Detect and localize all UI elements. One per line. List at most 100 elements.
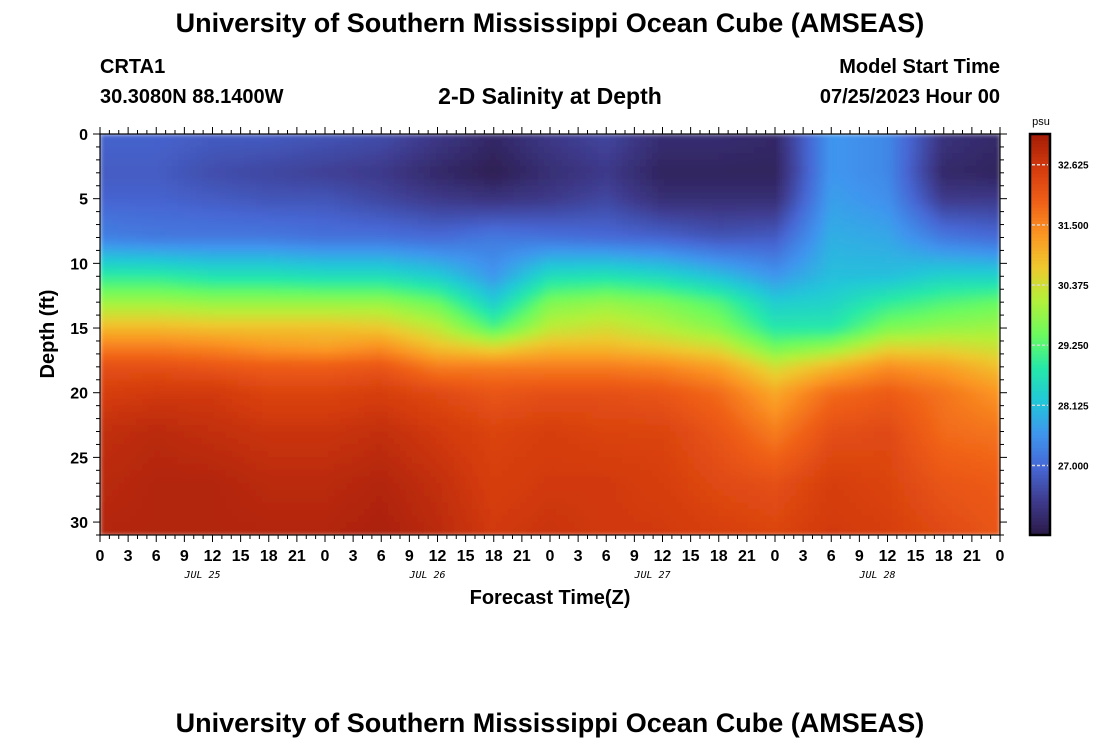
- heatmap-cell: [208, 256, 215, 264]
- heatmap-cell: [334, 231, 341, 239]
- heatmap-cell: [832, 224, 839, 232]
- heatmap-cell: [322, 192, 329, 200]
- heatmap-cell: [676, 256, 683, 264]
- heatmap-cell: [190, 243, 197, 252]
- heatmap-cell: [442, 172, 449, 180]
- heatmap-cell: [262, 289, 269, 297]
- heatmap-cell: [904, 263, 911, 271]
- heatmap-cell: [160, 289, 167, 297]
- heatmap-cell: [622, 146, 629, 155]
- heatmap-cell: [160, 146, 167, 155]
- heatmap-cell: [436, 231, 443, 239]
- heatmap-cell: [220, 179, 227, 187]
- heatmap-cell: [940, 243, 947, 252]
- heatmap-cell: [454, 172, 461, 180]
- heatmap-cell: [916, 185, 923, 193]
- heatmap-cell: [328, 263, 335, 271]
- heatmap-cell: [478, 140, 485, 148]
- heatmap-cell: [460, 256, 467, 264]
- heatmap-cell: [988, 166, 995, 174]
- heatmap-cell: [616, 334, 623, 342]
- heatmap-cell: [412, 153, 419, 161]
- heatmap-cell: [322, 295, 329, 303]
- heatmap-cell: [232, 243, 239, 252]
- heatmap-cell: [388, 308, 395, 316]
- heatmap-cell: [568, 159, 575, 167]
- heatmap-cell: [718, 315, 725, 323]
- heatmap-cell: [334, 237, 341, 245]
- heatmap-cell: [862, 289, 869, 297]
- heatmap-cell: [964, 179, 971, 187]
- heatmap-cell: [166, 340, 173, 349]
- heatmap-cell: [502, 198, 509, 206]
- heatmap-cell: [256, 302, 263, 310]
- heatmap-cell: [610, 256, 617, 264]
- heatmap-cell: [694, 211, 701, 219]
- heatmap-cell: [520, 185, 527, 193]
- heatmap-cell: [616, 256, 623, 264]
- heatmap-cell: [328, 308, 335, 316]
- heatmap-cell: [316, 166, 323, 174]
- heatmap-cell: [190, 263, 197, 271]
- heatmap-cell: [832, 192, 839, 200]
- heatmap-cell: [796, 185, 803, 193]
- heatmap-cell: [526, 198, 533, 206]
- heatmap-cell: [184, 340, 191, 349]
- heatmap-cell: [502, 269, 509, 277]
- heatmap-cell: [346, 315, 353, 323]
- heatmap-cell: [472, 179, 479, 187]
- heatmap-cell: [610, 231, 617, 239]
- heatmap-cell: [550, 269, 557, 277]
- heatmap-cell: [232, 179, 239, 187]
- heatmap-cell: [364, 243, 371, 252]
- heatmap-cell: [730, 140, 737, 148]
- heatmap-cell: [940, 166, 947, 174]
- heatmap-cell: [538, 218, 545, 226]
- heatmap-cell: [472, 340, 479, 349]
- heatmap-cell: [202, 269, 209, 277]
- heatmap-cell: [394, 340, 401, 349]
- heatmap-cell: [832, 140, 839, 148]
- heatmap-cell: [850, 159, 857, 167]
- heatmap-cell: [574, 224, 581, 232]
- heatmap-cell: [394, 231, 401, 239]
- heatmap-cell: [328, 347, 335, 355]
- heatmap-cell: [964, 289, 971, 297]
- heatmap-cell: [142, 250, 149, 258]
- heatmap-cell: [742, 159, 749, 167]
- heatmap-cell: [484, 166, 491, 174]
- heatmap-cell: [874, 218, 881, 226]
- heatmap-cell: [982, 153, 989, 161]
- heatmap-cell: [526, 295, 533, 303]
- heatmap-cell: [532, 172, 539, 180]
- heatmap-cell: [292, 269, 299, 277]
- heatmap-cell: [400, 205, 407, 213]
- heatmap-cell: [340, 334, 347, 342]
- heatmap-cell: [436, 340, 443, 349]
- heatmap-cell: [844, 243, 851, 252]
- heatmap-cell: [346, 172, 353, 180]
- heatmap-cell: [178, 308, 185, 316]
- heatmap-cell: [154, 243, 161, 252]
- heatmap-cell: [802, 250, 809, 258]
- heatmap-cell: [676, 237, 683, 245]
- heatmap-cell: [874, 256, 881, 264]
- heatmap-cell: [106, 172, 113, 180]
- heatmap-cell: [802, 134, 809, 142]
- heatmap-cell: [820, 159, 827, 167]
- heatmap-cell: [484, 153, 491, 161]
- heatmap-cell: [202, 282, 209, 290]
- heatmap-cell: [562, 172, 569, 180]
- heatmap-cell: [100, 237, 107, 245]
- heatmap-cell: [454, 146, 461, 155]
- heatmap-cell: [268, 282, 275, 290]
- heatmap-cell: [976, 237, 983, 245]
- heatmap-cell: [760, 159, 767, 167]
- heatmap-cell: [886, 205, 893, 213]
- heatmap-cell: [172, 231, 179, 239]
- heatmap-cell: [982, 315, 989, 323]
- heatmap-cell: [448, 256, 455, 264]
- heatmap-cell: [970, 146, 977, 155]
- heatmap-cell: [328, 289, 335, 297]
- heatmap-cell: [178, 237, 185, 245]
